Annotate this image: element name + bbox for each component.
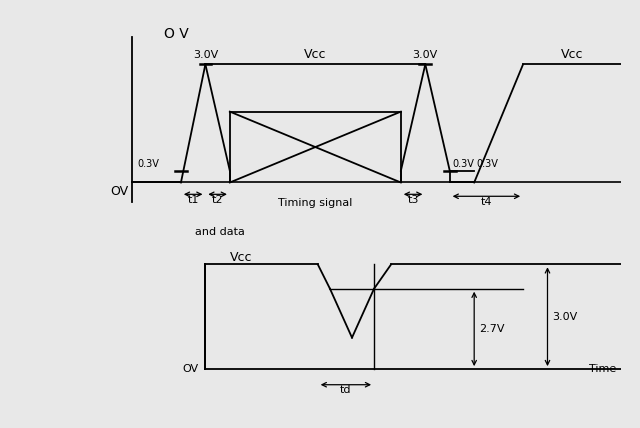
Text: Time: Time [589,364,616,374]
Text: t4: t4 [481,197,492,207]
Text: 2.7V: 2.7V [479,324,504,334]
Text: O V: O V [164,27,189,41]
Text: td: td [340,386,351,395]
Text: 3.0V: 3.0V [413,51,438,60]
Text: 0.3V: 0.3V [477,159,499,169]
Text: OV: OV [182,364,198,374]
Text: t1: t1 [188,195,199,205]
Text: 3.0V: 3.0V [552,312,578,322]
Text: t3: t3 [408,195,419,205]
Text: Vcc: Vcc [561,48,583,62]
Text: and data: and data [195,227,245,237]
Text: Vcc: Vcc [230,251,252,264]
Text: OV: OV [110,185,128,198]
Text: 0.3V: 0.3V [452,159,474,169]
Text: 3.0V: 3.0V [193,51,218,60]
Text: Vcc: Vcc [304,48,326,62]
Text: Timing signal: Timing signal [278,198,353,208]
Text: t2: t2 [212,195,223,205]
Text: 0.3V: 0.3V [137,159,159,169]
